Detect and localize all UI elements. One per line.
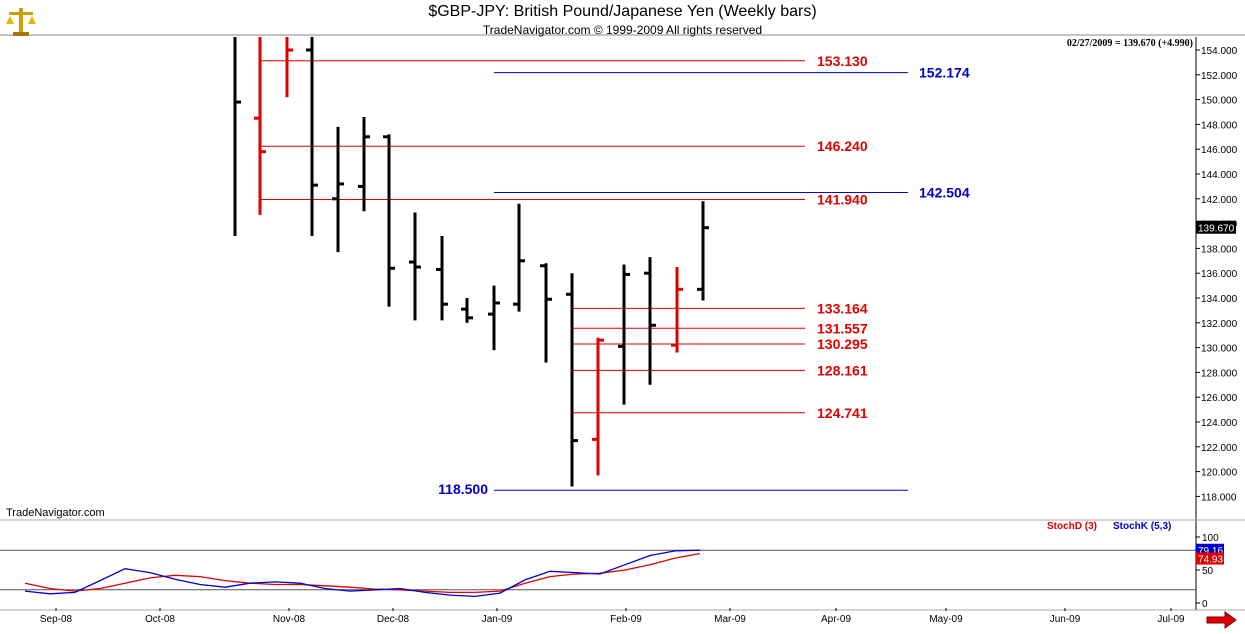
stochd-value-box xyxy=(1196,552,1224,565)
time-tick-label: Mar-09 xyxy=(714,614,746,625)
price-tick-label: 132.000 xyxy=(1201,319,1238,330)
level-label: 146.240 xyxy=(817,138,868,154)
price-tick-label: 138.000 xyxy=(1201,244,1238,255)
watermark: TradeNavigator.com xyxy=(6,507,105,519)
scales-icon[interactable] xyxy=(4,4,38,43)
level-label: 130.295 xyxy=(817,336,868,352)
price-tick-label: 120.000 xyxy=(1201,468,1238,479)
stoch-series-line xyxy=(24,549,701,598)
chart-title: $GBP-JPY: British Pound/Japanese Yen (We… xyxy=(428,3,817,20)
price-tick-label: 128.000 xyxy=(1201,368,1238,379)
price-tick-label: 136.000 xyxy=(1201,269,1238,280)
time-tick-label: Jan-09 xyxy=(482,614,513,625)
price-tick-label: 124.000 xyxy=(1201,418,1238,429)
stochk-value: 79.16 xyxy=(1198,546,1223,557)
stoch-tick-label: 50 xyxy=(1202,566,1214,577)
level-label: 152.174 xyxy=(919,65,970,81)
chart-subtitle: TradeNavigator.com © 1999-2009 All right… xyxy=(482,23,763,37)
time-axis: Sep-08 Oct-08 Nov-08 Dec-08 Jan-09 Feb-09 Mar-… xyxy=(40,608,1185,625)
level-label: 128.161 xyxy=(817,362,868,378)
price-tick-label: 134.000 xyxy=(1201,294,1238,305)
time-tick-label: Dec-08 xyxy=(377,614,410,625)
price-tick-label: 148.000 xyxy=(1201,120,1238,131)
time-tick-label: Jun-09 xyxy=(1050,614,1081,625)
level-lines-group: 153.130 152.174 146.240 142.504 141.940 133.1… xyxy=(260,53,970,497)
level-label: 141.940 xyxy=(817,192,868,208)
time-tick-label: Oct-08 xyxy=(145,614,175,625)
price-tick-label: 118.000 xyxy=(1201,492,1237,503)
price-tick-label: 152.000 xyxy=(1201,71,1238,82)
level-label: 142.504 xyxy=(919,185,970,201)
price-bars-group xyxy=(233,37,709,487)
price-tick-label: 142.000 xyxy=(1201,195,1238,206)
level-label: 133.164 xyxy=(817,300,868,316)
stochd-value: 74.93 xyxy=(1198,555,1223,566)
level-label: 124.741 xyxy=(817,405,868,421)
time-tick-label: May-09 xyxy=(929,614,963,625)
stoch-tick-label: 0 xyxy=(1202,599,1208,610)
price-tick-label: 154.000 xyxy=(1201,46,1238,57)
price-tick-label: 122.000 xyxy=(1201,443,1238,454)
time-tick-label: Feb-09 xyxy=(610,614,642,625)
level-label: 153.130 xyxy=(817,53,868,69)
time-tick-label: Jul-09 xyxy=(1157,614,1185,625)
price-tick-label: 150.000 xyxy=(1201,96,1238,107)
time-tick-label: Apr-09 xyxy=(821,614,851,625)
last-price-box xyxy=(1196,220,1236,234)
price-tick-label: 146.000 xyxy=(1201,145,1238,156)
last-price-label: 139.670 xyxy=(1198,224,1235,235)
stoch-series-line xyxy=(24,552,701,594)
stochk-label: StochK (5,3) xyxy=(1113,521,1172,532)
stochd-label: StochD (3) xyxy=(1047,521,1097,532)
right-arrow-icon[interactable] xyxy=(1205,611,1237,634)
level-label: 131.557 xyxy=(817,320,868,336)
price-tick-label: 126.000 xyxy=(1201,393,1238,404)
stoch-tick-label: 100 xyxy=(1202,533,1219,544)
last-quote: 02/27/2009 = 139.670 (+4.990) xyxy=(1066,38,1193,49)
price-tick-label: 144.000 xyxy=(1201,170,1238,181)
level-label: 118.500 xyxy=(438,481,488,497)
time-tick-label: Sep-08 xyxy=(40,614,73,625)
time-tick-label: Nov-08 xyxy=(273,614,306,625)
price-axis: 154.000 152.000 150.000 148.000 146.000 144.0… xyxy=(1196,46,1238,503)
price-tick-label: 130.000 xyxy=(1201,344,1238,355)
